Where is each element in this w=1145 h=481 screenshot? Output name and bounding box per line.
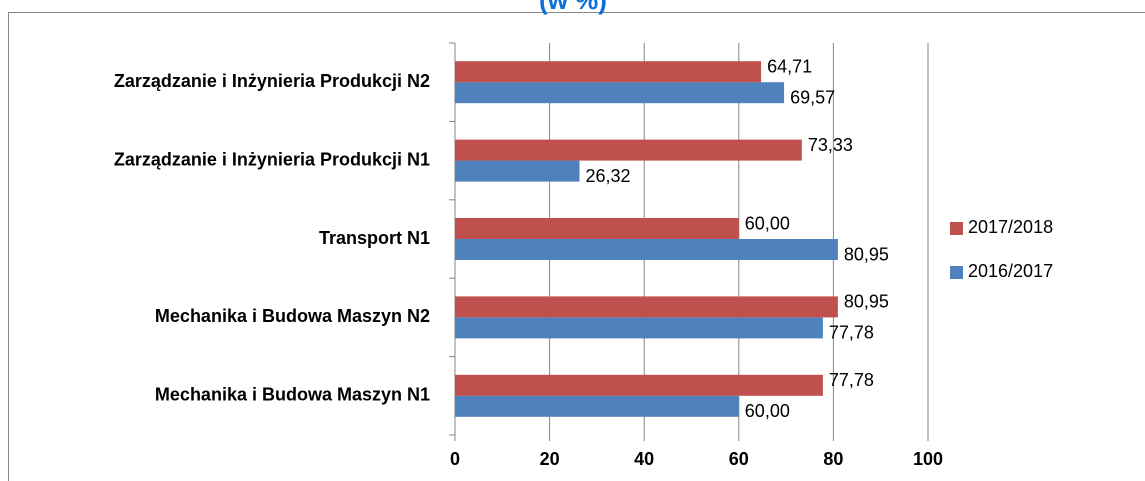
y-tick-label: Mechanika i Budowa Maszyn N1	[155, 385, 430, 405]
data-label: 26,32	[585, 166, 630, 186]
data-label: 64,71	[767, 56, 812, 76]
x-tick-label: 80	[823, 449, 843, 469]
data-label: 77,78	[829, 323, 874, 343]
bar	[455, 296, 838, 318]
legend-swatch	[950, 222, 963, 235]
x-tick-label: 20	[540, 449, 560, 469]
bar	[455, 374, 823, 396]
legend-swatch	[950, 266, 963, 279]
data-label: 60,00	[745, 401, 790, 421]
bar	[455, 317, 823, 339]
chart-title: (w %)	[539, 0, 607, 15]
bar	[455, 218, 739, 239]
y-tick-label: Zarządzanie i Inżynieria Produkcji N2	[114, 71, 430, 91]
data-label: 60,00	[745, 213, 790, 233]
legend-label: 2017/2018	[968, 217, 1053, 237]
x-tick-label: 100	[913, 449, 943, 469]
y-tick-label: Zarządzanie i Inżynieria Produkcji N1	[114, 149, 430, 169]
data-label: 77,78	[829, 370, 874, 390]
bar	[455, 82, 785, 104]
bar	[455, 239, 838, 260]
x-tick-label: 40	[634, 449, 654, 469]
bar	[455, 160, 580, 182]
data-label: 80,95	[844, 244, 889, 264]
y-tick-label: Transport N1	[319, 228, 430, 248]
x-tick-label: 0	[450, 449, 460, 469]
data-label: 73,33	[808, 135, 853, 155]
data-label: 69,57	[790, 87, 835, 107]
x-tick-label: 60	[729, 449, 749, 469]
bar	[455, 139, 802, 161]
bar	[455, 61, 762, 83]
bar	[455, 395, 739, 417]
legend-label: 2016/2017	[968, 261, 1053, 281]
y-tick-label: Mechanika i Budowa Maszyn N2	[155, 306, 430, 326]
chart-frame	[8, 12, 1145, 481]
data-label: 80,95	[844, 292, 889, 312]
